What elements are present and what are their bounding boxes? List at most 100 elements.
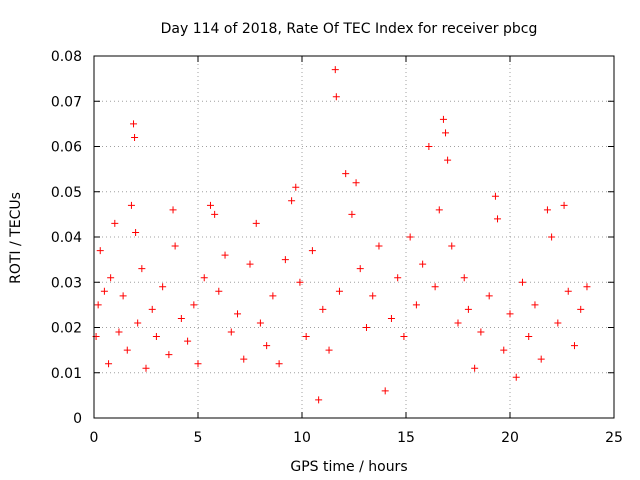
data-point bbox=[115, 328, 123, 336]
data-point bbox=[352, 179, 360, 187]
data-point bbox=[94, 301, 102, 309]
data-point bbox=[296, 278, 304, 286]
axis-ticks: 0 0.01 0.02 0.03 0.04 0.05 0.06 0.07 0.08 0 5 10 15 2… bbox=[51, 49, 623, 446]
data-point bbox=[577, 305, 585, 313]
data-point bbox=[564, 287, 572, 295]
data-point bbox=[375, 242, 383, 250]
data-point bbox=[315, 396, 323, 404]
data-point bbox=[206, 201, 214, 209]
data-point bbox=[381, 387, 389, 395]
data-point bbox=[560, 201, 568, 209]
data-point bbox=[200, 274, 208, 282]
data-point bbox=[512, 373, 520, 381]
data-point bbox=[583, 283, 591, 291]
data-point bbox=[543, 206, 551, 214]
data-point bbox=[302, 333, 310, 341]
data-point bbox=[159, 283, 167, 291]
data-point bbox=[356, 265, 364, 273]
y-tick-label: 0.06 bbox=[51, 140, 82, 156]
data-point bbox=[394, 274, 402, 282]
data-point bbox=[142, 364, 150, 372]
data-point bbox=[215, 287, 223, 295]
y-axis-label: ROTI / TECUs bbox=[8, 192, 24, 284]
data-point bbox=[448, 242, 456, 250]
data-point bbox=[477, 328, 485, 336]
data-point bbox=[165, 351, 173, 359]
data-point bbox=[518, 278, 526, 286]
data-point bbox=[252, 219, 260, 227]
data-point bbox=[435, 206, 443, 214]
data-point bbox=[148, 305, 156, 313]
data-point bbox=[105, 360, 113, 368]
data-point bbox=[471, 364, 479, 372]
data-point bbox=[177, 314, 185, 322]
data-point bbox=[554, 319, 562, 327]
data-points bbox=[92, 66, 591, 404]
data-point bbox=[431, 283, 439, 291]
data-point bbox=[419, 260, 427, 268]
data-point bbox=[548, 233, 556, 241]
chart-title: Day 114 of 2018, Rate Of TEC Index for r… bbox=[161, 21, 538, 37]
data-point bbox=[460, 274, 468, 282]
data-point bbox=[331, 66, 339, 74]
y-tick-label: 0.03 bbox=[51, 275, 82, 291]
data-point bbox=[439, 115, 447, 123]
data-point bbox=[227, 328, 235, 336]
data-point bbox=[275, 360, 283, 368]
data-point bbox=[464, 305, 472, 313]
data-point bbox=[119, 292, 127, 300]
data-point bbox=[131, 133, 139, 141]
data-point bbox=[362, 324, 370, 331]
x-tick-label: 0 bbox=[90, 430, 99, 446]
y-tick-label: 0.08 bbox=[51, 49, 82, 65]
data-point bbox=[325, 346, 333, 354]
data-point bbox=[169, 206, 177, 214]
data-point bbox=[525, 333, 533, 341]
y-tick-label: 0.05 bbox=[51, 185, 82, 201]
data-point bbox=[531, 301, 539, 309]
data-point bbox=[506, 310, 514, 318]
data-point bbox=[444, 156, 452, 164]
data-point bbox=[256, 319, 264, 327]
data-point bbox=[132, 228, 140, 236]
data-point bbox=[263, 342, 271, 350]
y-tick-label: 0.07 bbox=[51, 94, 82, 110]
data-point bbox=[240, 355, 248, 363]
data-point bbox=[342, 170, 350, 178]
data-point bbox=[100, 287, 108, 295]
data-point bbox=[369, 292, 377, 300]
data-point bbox=[123, 346, 131, 354]
data-point bbox=[96, 247, 104, 255]
data-point bbox=[332, 93, 340, 101]
data-point bbox=[425, 143, 433, 150]
data-point bbox=[211, 210, 219, 218]
data-point bbox=[171, 242, 179, 250]
data-point bbox=[234, 310, 242, 318]
data-point bbox=[134, 319, 142, 327]
data-point bbox=[288, 197, 296, 205]
y-tick-label: 0.04 bbox=[51, 230, 82, 246]
data-point bbox=[494, 215, 502, 223]
data-point bbox=[412, 301, 420, 309]
y-tick-label: 0.02 bbox=[51, 321, 82, 337]
data-point bbox=[491, 192, 499, 200]
data-point bbox=[152, 333, 160, 341]
data-point bbox=[319, 305, 327, 313]
data-point bbox=[138, 265, 146, 273]
data-point bbox=[442, 129, 450, 137]
x-tick-label: 5 bbox=[194, 430, 203, 446]
data-point bbox=[246, 260, 254, 268]
data-point bbox=[500, 346, 508, 354]
data-point bbox=[387, 314, 395, 322]
data-point bbox=[400, 333, 408, 341]
data-point bbox=[184, 337, 192, 345]
x-tick-label: 20 bbox=[501, 430, 519, 446]
data-point bbox=[308, 247, 316, 255]
data-point bbox=[130, 120, 138, 128]
y-tick-label: 0.01 bbox=[51, 366, 82, 382]
y-tick-label: 0 bbox=[73, 411, 82, 427]
data-point bbox=[348, 210, 356, 218]
data-point bbox=[107, 274, 115, 282]
